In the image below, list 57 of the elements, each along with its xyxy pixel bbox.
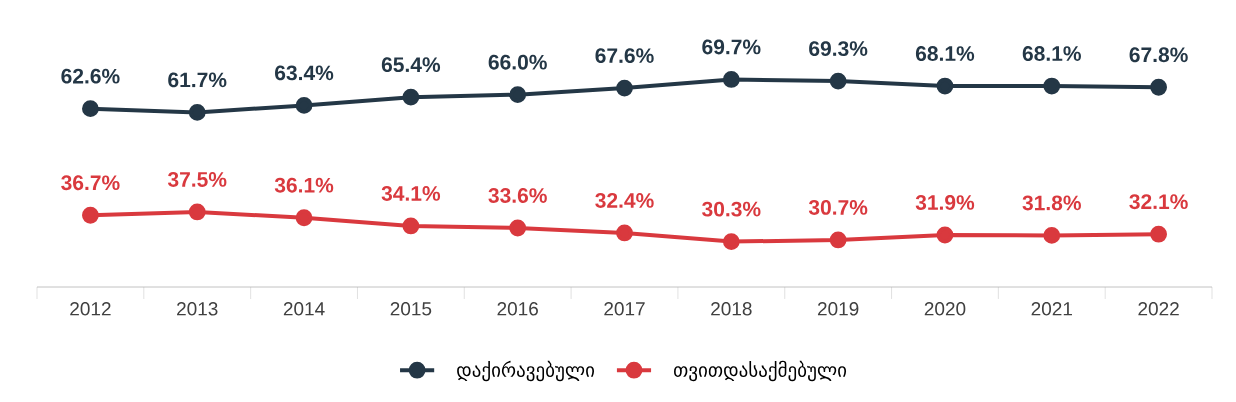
data-label: 62.6% [61, 68, 120, 84]
data-label: 30.7% [808, 200, 868, 215]
data-label: 31.9% [915, 195, 975, 210]
point [829, 231, 847, 249]
data-label: 37.5% [167, 172, 227, 187]
point [722, 233, 740, 250]
data-label: 33.6% [488, 188, 547, 203]
data-label: 61.7% [168, 72, 227, 88]
point [1043, 77, 1061, 95]
data-label: 30.3% [702, 201, 761, 217]
point [936, 226, 954, 244]
point [722, 71, 740, 88]
data-label: 31.8% [1022, 195, 1081, 211]
point [509, 219, 527, 237]
point [1150, 78, 1167, 96]
data-label: 69.7% [702, 39, 761, 55]
x-tick-label: 2017 [604, 302, 645, 316]
x-tick-label: 2018 [711, 302, 752, 316]
data-label: 34.1% [381, 186, 441, 201]
point [188, 203, 206, 221]
data-label: 32.1% [1129, 194, 1188, 210]
x-tick-label: 2016 [497, 302, 538, 316]
x-tick-label: 2020 [924, 302, 966, 316]
x-tick-label: 2013 [177, 302, 218, 316]
point [188, 103, 206, 121]
x-tick-label: 2019 [817, 302, 859, 316]
x-tick-label: 2012 [70, 302, 111, 316]
data-label: 36.7% [61, 175, 120, 191]
legend-label: დაქირავებული [457, 360, 595, 382]
x-tick-label: 2015 [390, 302, 432, 316]
point [829, 72, 847, 90]
point [295, 209, 313, 227]
legend-label: თვითდასაქმებული [674, 360, 847, 382]
point [1150, 225, 1167, 243]
point [509, 86, 527, 104]
data-label: 68.1% [1022, 46, 1081, 61]
data-label: 66.0% [488, 54, 547, 70]
data-label: 68.1% [915, 46, 975, 61]
x-tick-label: 2021 [1031, 302, 1072, 316]
data-label: 36.1% [274, 177, 334, 193]
data-label: 32.4% [595, 193, 654, 208]
data-label: 67.8% [1129, 47, 1188, 63]
point [402, 217, 420, 235]
point [295, 96, 313, 114]
data-label: 63.4% [275, 65, 334, 81]
data-label: 67.6% [595, 48, 654, 64]
data-label: 69.3% [809, 41, 868, 57]
point [82, 100, 99, 118]
x-tick-label: 2022 [1138, 302, 1179, 316]
point [402, 88, 420, 106]
x-tick-label: 2014 [283, 302, 325, 316]
point [616, 224, 633, 242]
point [82, 206, 99, 224]
point [616, 79, 633, 97]
point [936, 77, 954, 95]
data-label: 65.4% [381, 57, 441, 73]
point [1043, 227, 1061, 244]
